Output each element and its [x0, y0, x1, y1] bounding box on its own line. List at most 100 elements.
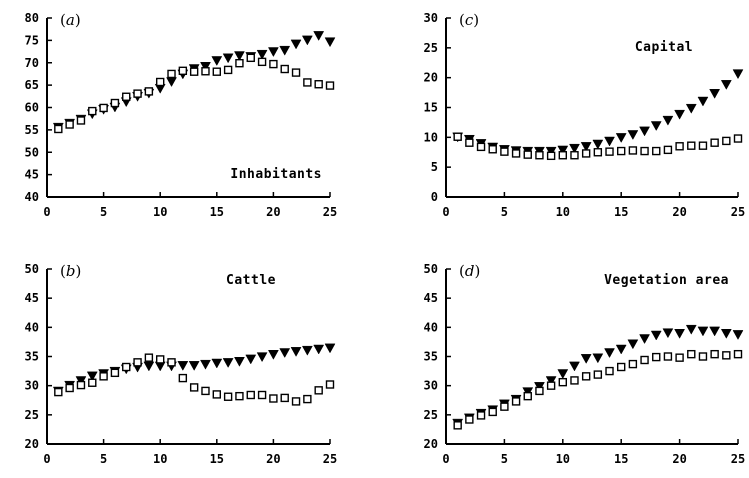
- data-point-filled-triangle: [267, 47, 279, 58]
- panel-label: (b): [60, 262, 81, 280]
- panel-label: (a): [60, 11, 81, 29]
- data-point-filled-triangle: [569, 361, 580, 372]
- data-point-open-square: [698, 141, 708, 150]
- data-point-open-square: [546, 151, 556, 161]
- data-point-filled-triangle: [662, 115, 674, 126]
- data-point-open-square: [511, 149, 521, 158]
- data-point-open-square: [617, 146, 626, 156]
- y-tick-label: 25: [424, 41, 438, 55]
- data-point-filled-triangle: [245, 354, 257, 365]
- data-point-open-square: [303, 78, 312, 87]
- data-point-open-square: [617, 362, 626, 372]
- x-tick-label: 10: [556, 452, 570, 466]
- data-point-open-square: [235, 391, 244, 401]
- y-tick-label: 25: [424, 408, 438, 422]
- panel-title: Inhabitants: [230, 167, 322, 182]
- data-point-filled-triangle: [720, 329, 732, 339]
- data-point-open-square: [687, 349, 696, 359]
- data-point-filled-triangle: [685, 324, 697, 335]
- data-point-filled-triangle: [313, 31, 325, 41]
- data-point-open-square: [511, 397, 521, 406]
- x-tick-label: 20: [672, 205, 686, 219]
- data-point-open-square: [663, 352, 673, 361]
- y-tick-label: 20: [25, 437, 39, 451]
- data-point-open-square: [500, 402, 509, 411]
- data-point-open-square: [733, 134, 743, 143]
- x-tick-label: 0: [442, 205, 449, 219]
- data-point-open-square: [189, 383, 199, 392]
- y-tick-label: 30: [25, 379, 39, 393]
- data-point-filled-triangle: [86, 371, 98, 382]
- data-point-open-square: [500, 147, 509, 156]
- data-point-open-square: [675, 142, 684, 151]
- data-point-open-square: [546, 381, 556, 390]
- data-point-filled-triangle: [324, 37, 336, 48]
- data-point-open-square: [76, 116, 86, 125]
- x-tick-label: 5: [100, 452, 107, 466]
- data-point-filled-triangle: [222, 358, 234, 368]
- data-point-filled-triangle: [720, 80, 732, 90]
- data-point-open-square: [652, 352, 661, 362]
- data-point-open-square: [110, 98, 120, 108]
- data-point-filled-triangle: [709, 326, 721, 337]
- y-tick-label: 40: [25, 190, 39, 204]
- data-point-filled-triangle: [709, 89, 721, 99]
- y-tick-label: 35: [25, 350, 39, 364]
- data-point-open-square: [144, 87, 154, 96]
- data-point-filled-triangle: [211, 56, 223, 66]
- data-point-open-square: [523, 391, 532, 401]
- data-point-open-square: [269, 59, 278, 69]
- data-point-open-square: [122, 92, 131, 101]
- y-tick-label: 60: [25, 101, 39, 115]
- data-point-open-square: [453, 132, 462, 141]
- data-point-filled-triangle: [200, 359, 211, 370]
- data-point-filled-triangle: [267, 350, 279, 360]
- data-point-open-square: [710, 349, 719, 359]
- data-point-filled-triangle: [143, 361, 155, 372]
- data-point-open-square: [257, 390, 267, 400]
- data-point-open-square: [733, 349, 743, 359]
- y-tick-label: 20: [424, 71, 438, 85]
- data-point-filled-triangle: [256, 49, 268, 60]
- data-point-open-square: [710, 138, 719, 147]
- data-point-filled-triangle: [256, 352, 268, 363]
- data-point-open-square: [325, 380, 335, 389]
- data-point-open-square: [722, 136, 731, 146]
- data-point-open-square: [314, 80, 323, 89]
- x-tick-label: 5: [501, 452, 508, 466]
- data-point-open-square: [223, 392, 233, 401]
- y-tick-label: 40: [25, 320, 39, 334]
- data-point-open-square: [54, 124, 63, 134]
- panel-label: (d): [459, 262, 480, 280]
- data-point-open-square: [76, 380, 86, 390]
- data-point-filled-triangle: [290, 347, 302, 357]
- data-point-filled-triangle: [674, 109, 686, 120]
- x-tick-label: 20: [672, 452, 686, 466]
- data-point-open-square: [65, 120, 74, 129]
- data-point-open-square: [155, 355, 165, 364]
- data-point-filled-triangle: [685, 103, 697, 114]
- panel-a: 40 45 50 55 60 65 70 75 80 0 5 10 15 20 25 (a) Inhabitan…: [25, 11, 338, 219]
- y-tick-label: 45: [25, 291, 39, 305]
- data-point-open-square: [65, 383, 74, 393]
- data-point-open-square: [476, 142, 486, 152]
- data-point-open-square: [144, 353, 154, 362]
- panel-d: 20 25 30 35 40 45 50 0 5 10 15 20 25 (d) Vegetation ar…: [424, 262, 746, 466]
- data-point-filled-triangle: [580, 354, 592, 364]
- data-point-open-square: [722, 351, 731, 360]
- x-tick-label: 20: [266, 452, 280, 466]
- data-point-filled-triangle: [569, 143, 580, 154]
- data-point-filled-triangle: [592, 139, 604, 150]
- data-point-open-square: [465, 138, 474, 147]
- x-tick-label: 20: [266, 205, 280, 219]
- data-point-filled-triangle: [211, 358, 223, 369]
- data-point-open-square: [488, 407, 497, 417]
- data-point-filled-triangle: [279, 348, 291, 359]
- y-tick-label: 20: [424, 437, 438, 451]
- data-point-filled-triangle: [557, 145, 569, 156]
- data-point-open-square: [167, 358, 176, 367]
- data-point-filled-triangle: [639, 126, 650, 137]
- y-tick-label: 25: [25, 408, 39, 422]
- data-point-filled-triangle: [639, 334, 650, 345]
- x-tick-label: 5: [501, 205, 508, 219]
